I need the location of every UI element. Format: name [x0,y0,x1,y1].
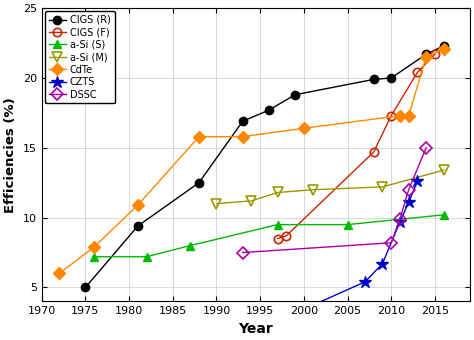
CdTe [56,271,62,275]
CdTe [397,114,403,118]
CIGS (F) [415,70,420,74]
DSSC [406,188,411,192]
CIGS (F) [388,114,394,118]
a-Si (S) [91,255,97,259]
Line: a-Si (M): a-Si (M) [211,165,448,208]
CZTS [275,319,281,323]
CZTS [380,262,385,266]
CdTe [135,203,141,207]
CIGS (R) [240,119,246,123]
CZTS [397,220,403,224]
CZTS [362,280,368,284]
a-Si (S) [345,223,350,227]
CdTe [196,135,202,139]
CdTe [441,47,447,51]
Y-axis label: Efficiencies (%): Efficiencies (%) [4,97,17,212]
a-Si (M) [214,202,219,206]
Line: CdTe: CdTe [55,45,448,278]
CIGS (F) [283,234,289,238]
CdTe [406,114,411,118]
a-Si (S) [144,255,149,259]
CIGS (R) [388,76,394,80]
CIGS (R) [266,108,272,112]
CdTe [91,245,97,249]
X-axis label: Year: Year [238,322,273,336]
CIGS (R) [135,224,141,228]
CIGS (R) [441,44,447,48]
DSSC [240,251,246,255]
a-Si (S) [275,223,281,227]
CdTe [301,126,307,130]
a-Si (M) [380,185,385,189]
CIGS (F) [275,237,281,241]
CdTe [423,55,429,59]
a-Si (S) [441,213,447,217]
DSSC [423,146,429,150]
Line: a-Si (S): a-Si (S) [90,211,448,261]
CZTS [406,200,411,204]
Line: DSSC: DSSC [238,143,430,257]
DSSC [388,241,394,245]
Line: CZTS: CZTS [271,175,424,327]
CIGS (R) [371,77,376,81]
Line: CIGS (F): CIGS (F) [273,50,439,243]
a-Si (M) [310,188,315,192]
a-Si (M) [441,168,447,172]
Line: CIGS (R): CIGS (R) [81,42,448,292]
CIGS (F) [432,52,438,56]
CIGS (R) [82,285,88,289]
CZTS [415,179,420,183]
a-Si (M) [248,199,254,203]
DSSC [397,217,403,221]
Legend: CIGS (R), CIGS (F), a-Si (S), a-Si (M), CdTe, CZTS, DSSC: CIGS (R), CIGS (F), a-Si (S), a-Si (M), … [45,11,115,103]
CIGS (R) [292,93,298,97]
CIGS (R) [196,181,202,185]
CIGS (F) [371,150,376,154]
CIGS (R) [423,52,429,56]
a-Si (M) [275,190,281,194]
CdTe [240,135,246,139]
a-Si (S) [187,243,193,248]
